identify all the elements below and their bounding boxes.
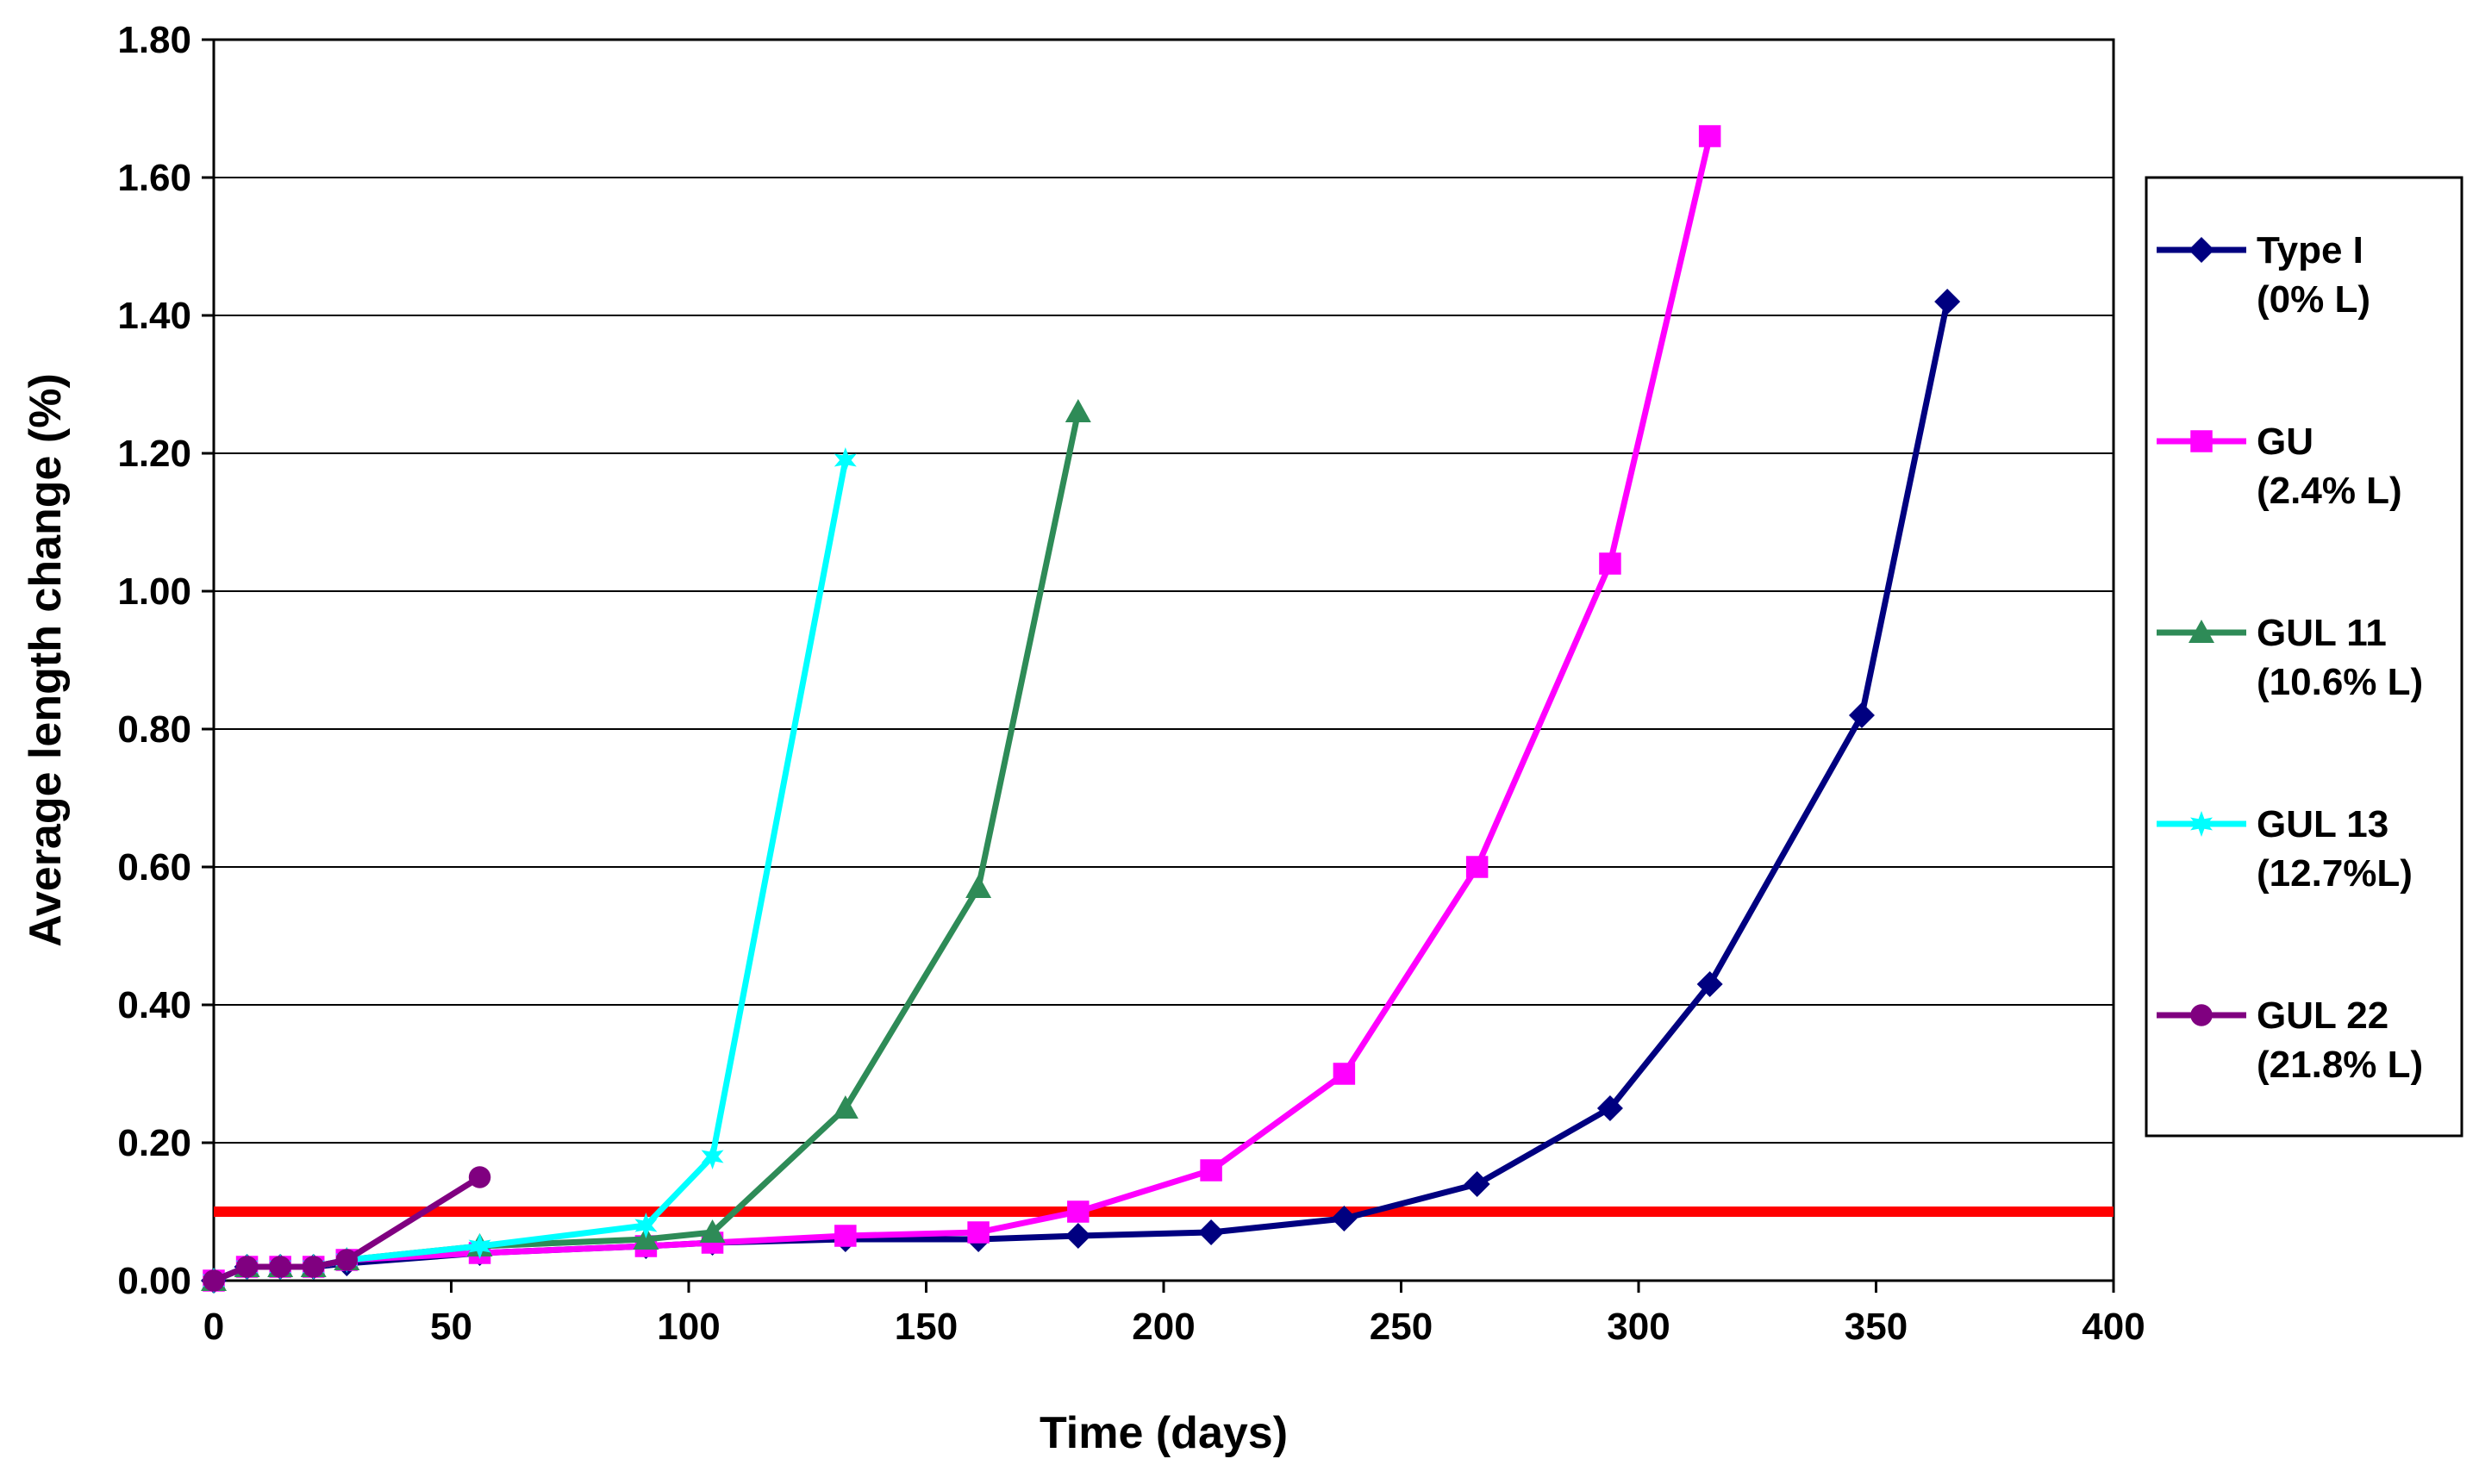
- data-point: [468, 1233, 491, 1259]
- data-point: [1065, 399, 1091, 422]
- data-point: [1198, 1219, 1225, 1245]
- legend-entry: GUL 11 (10.6% L): [2157, 612, 2423, 703]
- y-tick-label: 0.20: [117, 1122, 191, 1164]
- data-point: [834, 447, 857, 473]
- data-point: [235, 1256, 259, 1278]
- data-point: [965, 875, 992, 898]
- series-line: [212, 411, 1082, 1284]
- x-tick-label: 350: [1845, 1306, 1908, 1348]
- y-tick-label: 1.00: [117, 571, 191, 613]
- y-axis: 0.00 0.20 0.40 0.60 0.80 1.00 1.20 1.40 1.60 1.80: [117, 19, 214, 1302]
- series-gul-13: [203, 447, 857, 1294]
- data-point: [2190, 811, 2213, 837]
- legend-label: GUL 11: [2257, 612, 2387, 654]
- series-line: [212, 135, 1714, 1284]
- legend-entry: GU (2.4% L): [2157, 421, 2402, 512]
- legend-sublabel: (0% L): [2257, 278, 2370, 321]
- data-point: [1599, 552, 1621, 575]
- y-axis-title: Average length change (%): [21, 373, 71, 947]
- series-gul-22: [203, 1166, 491, 1292]
- legend-label: GUL 13: [2257, 803, 2388, 845]
- data-point: [1333, 1063, 1356, 1085]
- data-point: [1596, 1095, 1623, 1121]
- data-point: [1331, 1206, 1358, 1231]
- series-gu: [203, 125, 1721, 1292]
- x-tick-label: 300: [1607, 1306, 1670, 1348]
- data-point: [1200, 1159, 1222, 1182]
- data-point: [1065, 1223, 1091, 1249]
- legend-entry: GUL 22 (21.8% L): [2157, 995, 2423, 1086]
- series-line: [212, 301, 1951, 1284]
- data-point: [302, 1256, 325, 1278]
- data-point: [2189, 620, 2214, 643]
- data-point: [967, 1221, 990, 1244]
- legend-sublabel: (10.6% L): [2257, 661, 2423, 703]
- x-tick-label: 250: [1370, 1306, 1433, 1348]
- data-point: [203, 1269, 225, 1292]
- x-axis: 0 50 100 150 200 250 300 350 400: [203, 1281, 2145, 1348]
- legend-sublabel: (21.8% L): [2257, 1044, 2423, 1086]
- legend-entry: GUL 13 (12.7%L): [2157, 803, 2413, 895]
- data-point: [634, 1213, 658, 1238]
- y-tick-label: 1.40: [117, 295, 191, 337]
- legend-sublabel: (12.7%L): [2257, 852, 2413, 895]
- legend-label: Type I: [2257, 229, 2363, 271]
- data-point: [1934, 289, 1961, 315]
- data-point: [1464, 1171, 1490, 1197]
- x-tick-label: 0: [203, 1306, 224, 1348]
- data-point: [269, 1256, 291, 1278]
- series-group: [201, 125, 1961, 1294]
- x-tick-label: 50: [430, 1306, 472, 1348]
- data-point: [699, 1219, 726, 1243]
- data-point: [2190, 430, 2213, 452]
- series-line: [212, 459, 849, 1284]
- data-point: [834, 1225, 857, 1247]
- x-tick-label: 150: [895, 1306, 958, 1348]
- y-tick-label: 0.60: [117, 846, 191, 889]
- plot-area: [212, 38, 2115, 1282]
- data-point: [335, 1249, 359, 1271]
- legend-box: [2145, 176, 2463, 1138]
- data-point: [2190, 1004, 2213, 1026]
- y-tick-label: 1.80: [117, 19, 191, 61]
- legend-entry: Type I (0% L): [2157, 229, 2370, 321]
- x-tick-label: 100: [657, 1306, 720, 1348]
- data-point: [1696, 971, 1723, 997]
- y-tick-label: 0.40: [117, 984, 191, 1026]
- data-point: [468, 1166, 491, 1188]
- data-point: [701, 1144, 724, 1169]
- data-point: [1848, 702, 1875, 728]
- y-tick-label: 0.00: [117, 1260, 191, 1302]
- y-tick-label: 0.80: [117, 708, 191, 751]
- data-point: [2189, 237, 2214, 263]
- x-tick-label: 200: [1132, 1306, 1195, 1348]
- data-point: [1465, 856, 1489, 878]
- y-tick-label: 1.20: [117, 433, 191, 475]
- data-point: [832, 1095, 859, 1119]
- series-gul-11: [201, 399, 1091, 1291]
- x-tick-label: 400: [2082, 1306, 2145, 1348]
- legend-sublabel: (2.4% L): [2257, 470, 2402, 512]
- gridlines: [214, 39, 2114, 1281]
- legend-label: GU: [2257, 421, 2314, 463]
- x-axis-title: Time (days): [1040, 1408, 1288, 1458]
- data-point: [1698, 125, 1721, 147]
- data-point: [1067, 1200, 1090, 1223]
- y-tick-label: 1.60: [117, 157, 191, 199]
- legend: Type I(0% L)GU(2.4% L)GUL 11(10.6% L)GUL…: [2145, 176, 2463, 1138]
- legend-label: GUL 22: [2257, 995, 2388, 1037]
